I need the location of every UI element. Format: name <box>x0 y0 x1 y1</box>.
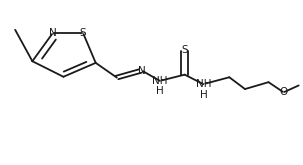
Text: N: N <box>138 66 146 76</box>
Text: S: S <box>181 45 188 55</box>
Text: S: S <box>80 28 86 38</box>
Text: H: H <box>156 86 164 97</box>
Text: NH: NH <box>196 79 211 89</box>
Text: NH: NH <box>152 76 168 86</box>
Text: H: H <box>199 90 207 100</box>
Text: N: N <box>49 28 57 38</box>
Text: O: O <box>279 87 288 97</box>
